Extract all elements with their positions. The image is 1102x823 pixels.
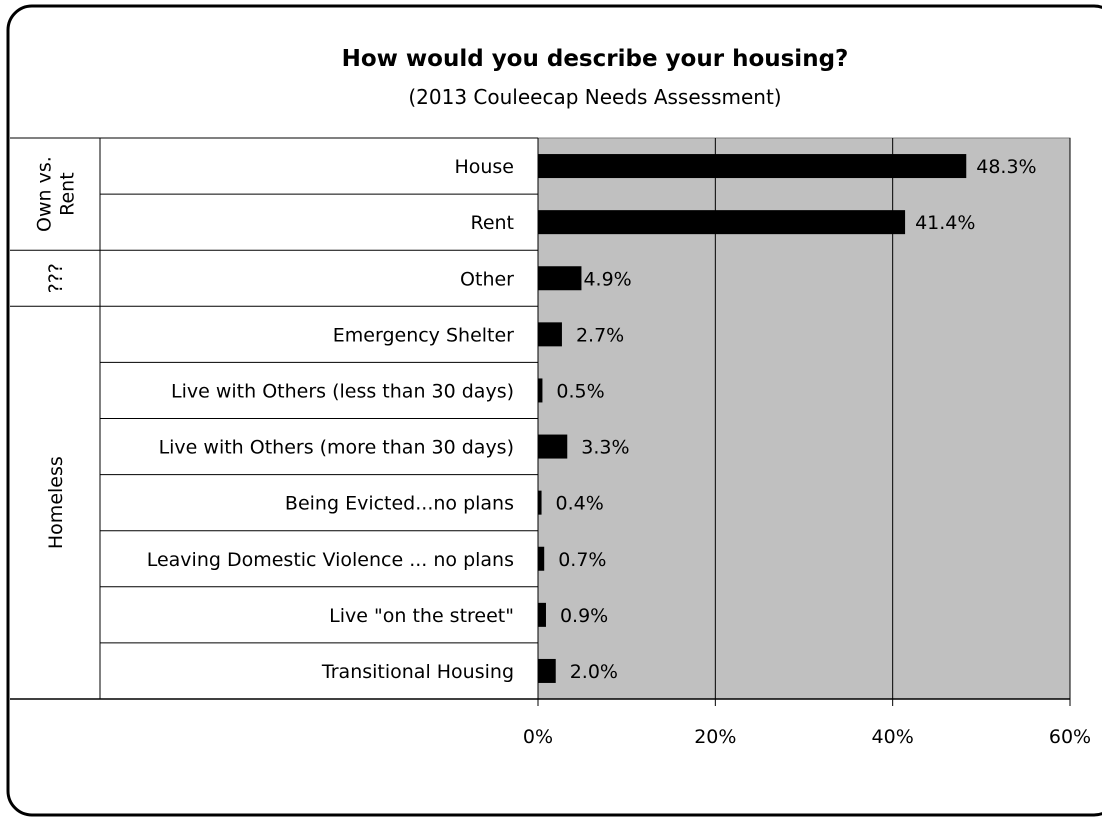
bar — [538, 602, 546, 627]
x-tick-label: 0% — [523, 726, 553, 748]
group-label: Own vs. — [34, 156, 56, 232]
data-label: 3.3% — [581, 437, 629, 459]
x-tick-label: 40% — [872, 726, 914, 748]
bar — [538, 658, 556, 683]
data-label: 0.9% — [560, 605, 608, 627]
bar — [538, 266, 582, 291]
data-label: 0.5% — [556, 380, 604, 402]
plot-area: 0% 20% 40% 60% House 48.3% Rent 41.4% Other 4.9% E… — [10, 137, 1091, 748]
category-label: Rent — [470, 212, 514, 234]
category-label: Leaving Domestic Violence ... no plans — [147, 549, 514, 571]
group-label: Homeless — [45, 456, 67, 549]
bar — [538, 154, 967, 179]
data-label: 2.7% — [576, 324, 624, 346]
category-label: Live "on the street" — [329, 605, 514, 627]
category-label: Other — [460, 268, 514, 290]
x-tick-label: 60% — [1049, 726, 1091, 748]
bar — [538, 378, 543, 403]
data-label: 41.4% — [915, 212, 975, 234]
category-label: Live with Others (less than 30 days) — [171, 380, 514, 402]
chart-subtitle: (2013 Couleecap Needs Assessment) — [408, 85, 781, 109]
bar — [538, 322, 562, 347]
category-label: House — [454, 156, 514, 178]
bar — [538, 490, 542, 515]
x-tick-label: 20% — [694, 726, 736, 748]
chart-title: How would you describe your housing? — [342, 46, 849, 72]
data-label: 0.4% — [556, 493, 604, 515]
category-label: Emergency Shelter — [333, 324, 514, 346]
data-label: 48.3% — [976, 156, 1036, 178]
data-label: 2.0% — [570, 661, 618, 683]
data-label: 0.7% — [558, 549, 606, 571]
bar — [538, 434, 568, 459]
group-label: ??? — [45, 263, 67, 293]
data-label: 4.9% — [583, 268, 631, 290]
bar — [538, 210, 906, 235]
group-label: Rent — [57, 172, 79, 216]
bar — [538, 546, 545, 571]
category-label: Transitional Housing — [321, 661, 514, 683]
category-label: Live with Others (more than 30 days) — [159, 437, 514, 459]
category-label: Being Evicted...no plans — [285, 493, 514, 515]
